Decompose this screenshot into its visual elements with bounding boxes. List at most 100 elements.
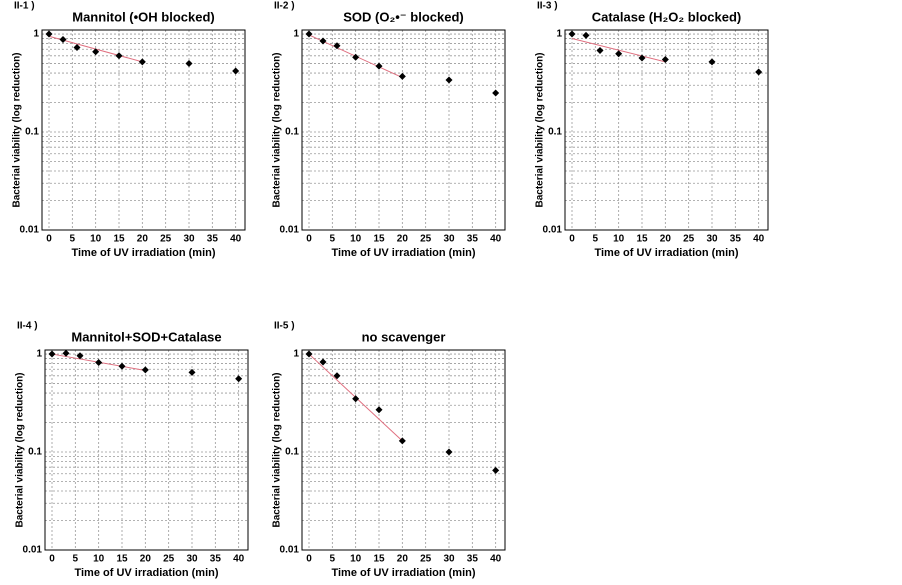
x-tick-label: 20 <box>397 234 409 245</box>
y-axis-label: Bacterial viability (log reduction) <box>12 52 23 207</box>
chart-title: no scavenger <box>362 329 446 344</box>
y-tick-label: 1 <box>556 29 562 40</box>
x-tick-label: 40 <box>753 234 765 245</box>
x-tick-label: 40 <box>230 234 242 245</box>
data-point <box>661 55 669 63</box>
x-tick-label: 35 <box>730 234 742 245</box>
x-tick-label: 15 <box>113 234 125 245</box>
x-tick-label: 35 <box>207 234 219 245</box>
x-tick-label: 35 <box>467 554 479 565</box>
x-tick-label: 10 <box>350 234 362 245</box>
data-point <box>235 375 243 383</box>
data-point <box>638 54 646 62</box>
y-axis-label: Bacterial viability (log reduction) <box>15 372 26 527</box>
data-point <box>76 352 84 360</box>
data-point <box>568 30 576 38</box>
plot-frame <box>301 29 506 231</box>
y-axis-label: Bacterial viability (log reduction) <box>272 52 283 207</box>
x-axis-label: Time of UV irradiation (min) <box>71 247 215 259</box>
x-tick-label: 10 <box>93 554 105 565</box>
x-tick-label: 0 <box>569 234 575 245</box>
y-tick-label: 0.1 <box>28 447 42 458</box>
data-point <box>118 362 126 370</box>
y-tick-label: 0.01 <box>23 545 43 556</box>
x-axis-label: Time of UV irradiation (min) <box>594 247 738 259</box>
x-tick-label: 0 <box>49 554 55 565</box>
data-point <box>445 448 453 456</box>
x-tick-label: 20 <box>137 234 149 245</box>
plot-frame <box>564 29 769 231</box>
y-tick-label: 0.1 <box>25 127 39 138</box>
data-point <box>708 58 716 66</box>
panel-label: II-3 ) <box>537 1 558 12</box>
y-tick-label: 0.01 <box>20 225 40 236</box>
x-tick-label: 15 <box>636 234 648 245</box>
data-point <box>375 406 383 414</box>
plot-frame <box>44 349 249 551</box>
x-tick-label: 25 <box>160 234 172 245</box>
x-tick-label: 0 <box>46 234 52 245</box>
y-tick-label: 1 <box>36 349 42 360</box>
x-tick-label: 40 <box>233 554 245 565</box>
data-point <box>333 372 341 380</box>
x-tick-label: 5 <box>593 234 599 245</box>
data-point <box>319 37 327 45</box>
x-tick-label: 25 <box>420 234 432 245</box>
y-tick-label: 0.1 <box>285 127 299 138</box>
y-tick-label: 1 <box>293 349 299 360</box>
x-tick-label: 20 <box>140 554 152 565</box>
data-point <box>398 437 406 445</box>
data-point <box>492 466 500 474</box>
panel-label: II-1 ) <box>14 1 35 12</box>
data-point <box>375 62 383 70</box>
x-tick-label: 10 <box>350 554 362 565</box>
x-tick-label: 15 <box>373 234 385 245</box>
y-tick-label: 1 <box>293 29 299 40</box>
panel-label: II-2 ) <box>274 1 295 12</box>
x-tick-label: 10 <box>90 234 102 245</box>
data-point <box>62 349 70 357</box>
data-point <box>445 76 453 84</box>
x-tick-label: 0 <box>306 234 312 245</box>
data-point <box>615 50 623 58</box>
data-point <box>352 395 360 403</box>
data-point <box>305 30 313 38</box>
data-point <box>59 35 67 43</box>
y-tick-label: 1 <box>33 29 39 40</box>
y-axis-label: Bacterial viability (log reduction) <box>272 372 283 527</box>
x-tick-label: 15 <box>116 554 128 565</box>
trend-line <box>571 38 666 63</box>
x-tick-label: 5 <box>330 234 336 245</box>
x-tick-label: 25 <box>683 234 695 245</box>
data-point <box>48 350 56 358</box>
data-point <box>232 67 240 75</box>
x-tick-label: 35 <box>467 234 479 245</box>
data-point <box>398 72 406 80</box>
y-tick-label: 0.1 <box>285 447 299 458</box>
data-point <box>45 30 53 38</box>
x-tick-label: 30 <box>443 554 455 565</box>
x-tick-label: 10 <box>613 234 625 245</box>
x-tick-label: 5 <box>330 554 336 565</box>
data-point <box>73 43 81 51</box>
data-point <box>115 52 123 60</box>
x-tick-label: 35 <box>210 554 222 565</box>
x-tick-label: 20 <box>660 234 672 245</box>
x-axis-label: Time of UV irradiation (min) <box>74 567 218 579</box>
x-tick-label: 30 <box>443 234 455 245</box>
x-tick-label: 40 <box>490 554 502 565</box>
data-point <box>492 89 500 97</box>
chart-title: Mannitol (•OH blocked) <box>72 9 215 24</box>
data-point <box>185 60 193 68</box>
x-tick-label: 25 <box>420 554 432 565</box>
data-point <box>319 358 327 366</box>
chart-title: Mannitol+SOD+Catalase <box>71 329 221 344</box>
data-point <box>188 368 196 376</box>
x-tick-label: 5 <box>70 234 76 245</box>
data-point <box>305 350 313 358</box>
data-point <box>92 48 100 56</box>
x-tick-label: 30 <box>706 234 718 245</box>
x-tick-label: 25 <box>163 554 175 565</box>
x-tick-label: 5 <box>73 554 79 565</box>
